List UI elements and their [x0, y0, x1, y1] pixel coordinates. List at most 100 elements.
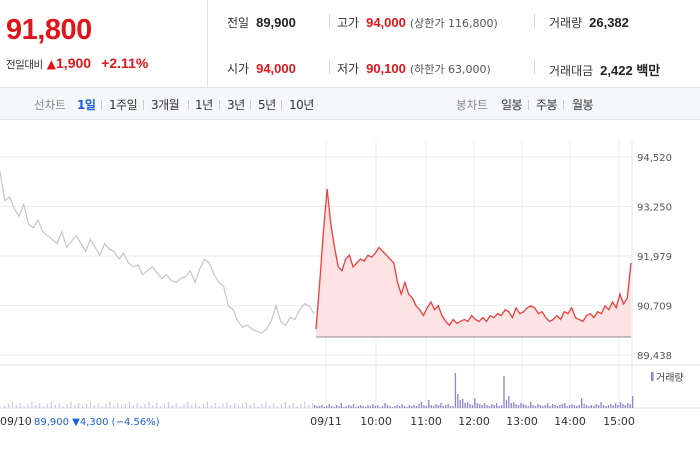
current-price-box: 91,800 전일대비 ▲1,900 +2.11%	[0, 0, 208, 88]
volume-bar	[19, 403, 21, 408]
volume-bar	[534, 406, 537, 408]
volume-bar	[493, 405, 495, 408]
volume-bar	[464, 403, 466, 408]
y-tick-label: 93,250	[637, 202, 672, 213]
stat-open: 시가 94,000	[227, 60, 296, 77]
volume-bar	[600, 402, 602, 408]
volume-bar	[617, 405, 619, 408]
volume-bar	[585, 405, 588, 408]
candle-monthly-button[interactable]: 월봉	[572, 98, 594, 112]
volume-bar	[452, 406, 454, 408]
volume-bar	[265, 402, 267, 408]
volume-bar	[520, 403, 522, 408]
volume-bar	[105, 404, 107, 408]
volume-bar	[595, 404, 597, 408]
volume-bar	[280, 404, 283, 408]
volume-bar	[296, 406, 298, 408]
volume-bar	[500, 405, 503, 408]
volume-bar	[632, 396, 634, 408]
volume-bar	[330, 406, 333, 408]
divider	[534, 14, 535, 28]
volume-bar	[503, 376, 505, 408]
volume-bar	[486, 405, 488, 408]
period-5y-button[interactable]: 5년	[258, 98, 276, 112]
volume-bar	[457, 394, 459, 408]
volume-bar	[571, 404, 573, 408]
volume-bar	[549, 406, 551, 408]
volume-bar	[323, 407, 326, 408]
volume-bar	[530, 402, 532, 408]
volume-bar	[15, 405, 17, 408]
volume-bar	[459, 400, 461, 408]
price-chart[interactable]: 94,520 93,250 91,979 90,709 89,438 거래량 09/10 89…	[0, 121, 700, 450]
volume-bar	[338, 406, 340, 408]
period-1w-button[interactable]: 1주일	[109, 98, 138, 112]
volume-bar	[321, 405, 323, 408]
volume-bar	[568, 405, 571, 408]
volume-bar	[253, 403, 255, 408]
divider	[534, 60, 535, 74]
volume-bar	[257, 406, 259, 408]
stat-lower-limit: (하한가 63,000)	[409, 63, 491, 76]
volume-bar	[435, 404, 437, 408]
volume-bar	[210, 405, 212, 408]
volume-bar	[396, 405, 398, 408]
period-3y-button[interactable]: 3년	[227, 98, 245, 112]
volume-bar	[469, 404, 471, 408]
divider	[219, 100, 220, 110]
volume-bar	[517, 405, 520, 408]
divider	[329, 14, 330, 28]
volume-bar	[442, 406, 444, 408]
current-price: 91,800	[6, 14, 92, 46]
volume-bar	[527, 406, 529, 408]
volume-bar	[498, 406, 500, 408]
change-percent: +2.11%	[101, 55, 149, 71]
volume-bar	[238, 406, 240, 408]
candle-daily-button[interactable]: 일봉	[501, 98, 523, 112]
volume-bar	[619, 402, 622, 408]
stat-open-label: 시가	[227, 62, 250, 76]
volume-bar	[226, 402, 228, 408]
volume-bar	[261, 404, 263, 408]
volume-bar	[590, 405, 593, 408]
volume-bar	[269, 405, 271, 408]
volume-bar	[222, 404, 224, 408]
volume-bar	[384, 403, 386, 408]
period-3m-button[interactable]: 3개월	[151, 98, 180, 112]
candle-weekly-button[interactable]: 주봉	[536, 98, 558, 112]
volume-bar	[144, 404, 146, 408]
volume-bar	[183, 404, 185, 408]
volume-bar	[379, 407, 381, 408]
y-tick-label: 94,520	[637, 153, 672, 164]
volume-bar	[624, 405, 627, 408]
volume-bar	[66, 404, 68, 408]
volume-bar	[573, 405, 576, 408]
volume-bar	[408, 405, 410, 408]
volume-bar	[547, 403, 549, 408]
volume-bar	[357, 406, 359, 408]
period-1d-button[interactable]: 1일	[77, 98, 96, 112]
volume-bar	[466, 402, 469, 408]
volume-bar	[462, 399, 464, 408]
volume-bar	[195, 403, 197, 408]
divider	[143, 100, 144, 110]
volume-bar	[432, 406, 435, 408]
volume-bar	[175, 403, 177, 408]
volume-bar	[430, 405, 432, 408]
volume-bar	[488, 406, 491, 408]
volume-bar	[117, 403, 119, 408]
volume-bar	[369, 406, 372, 408]
today-line	[315, 188, 632, 330]
chart-toolbar: 선차트 1일 1주일 3개월 1년 3년 5년 10년 봉차트 일봉 주봉 월봉	[0, 88, 700, 120]
volume-bar	[588, 406, 590, 408]
volume-bar	[360, 405, 362, 408]
prev-day-date-label: 09/10	[0, 415, 32, 428]
volume-bar	[401, 404, 403, 408]
volume-bar	[522, 404, 525, 408]
period-1y-button[interactable]: 1년	[195, 98, 213, 112]
stat-upper-limit: (상한가 116,800)	[409, 17, 498, 30]
period-10y-button[interactable]: 10년	[289, 98, 314, 112]
volume-bar	[218, 406, 220, 408]
volume-bar	[328, 404, 330, 408]
volume-bar	[202, 404, 205, 408]
